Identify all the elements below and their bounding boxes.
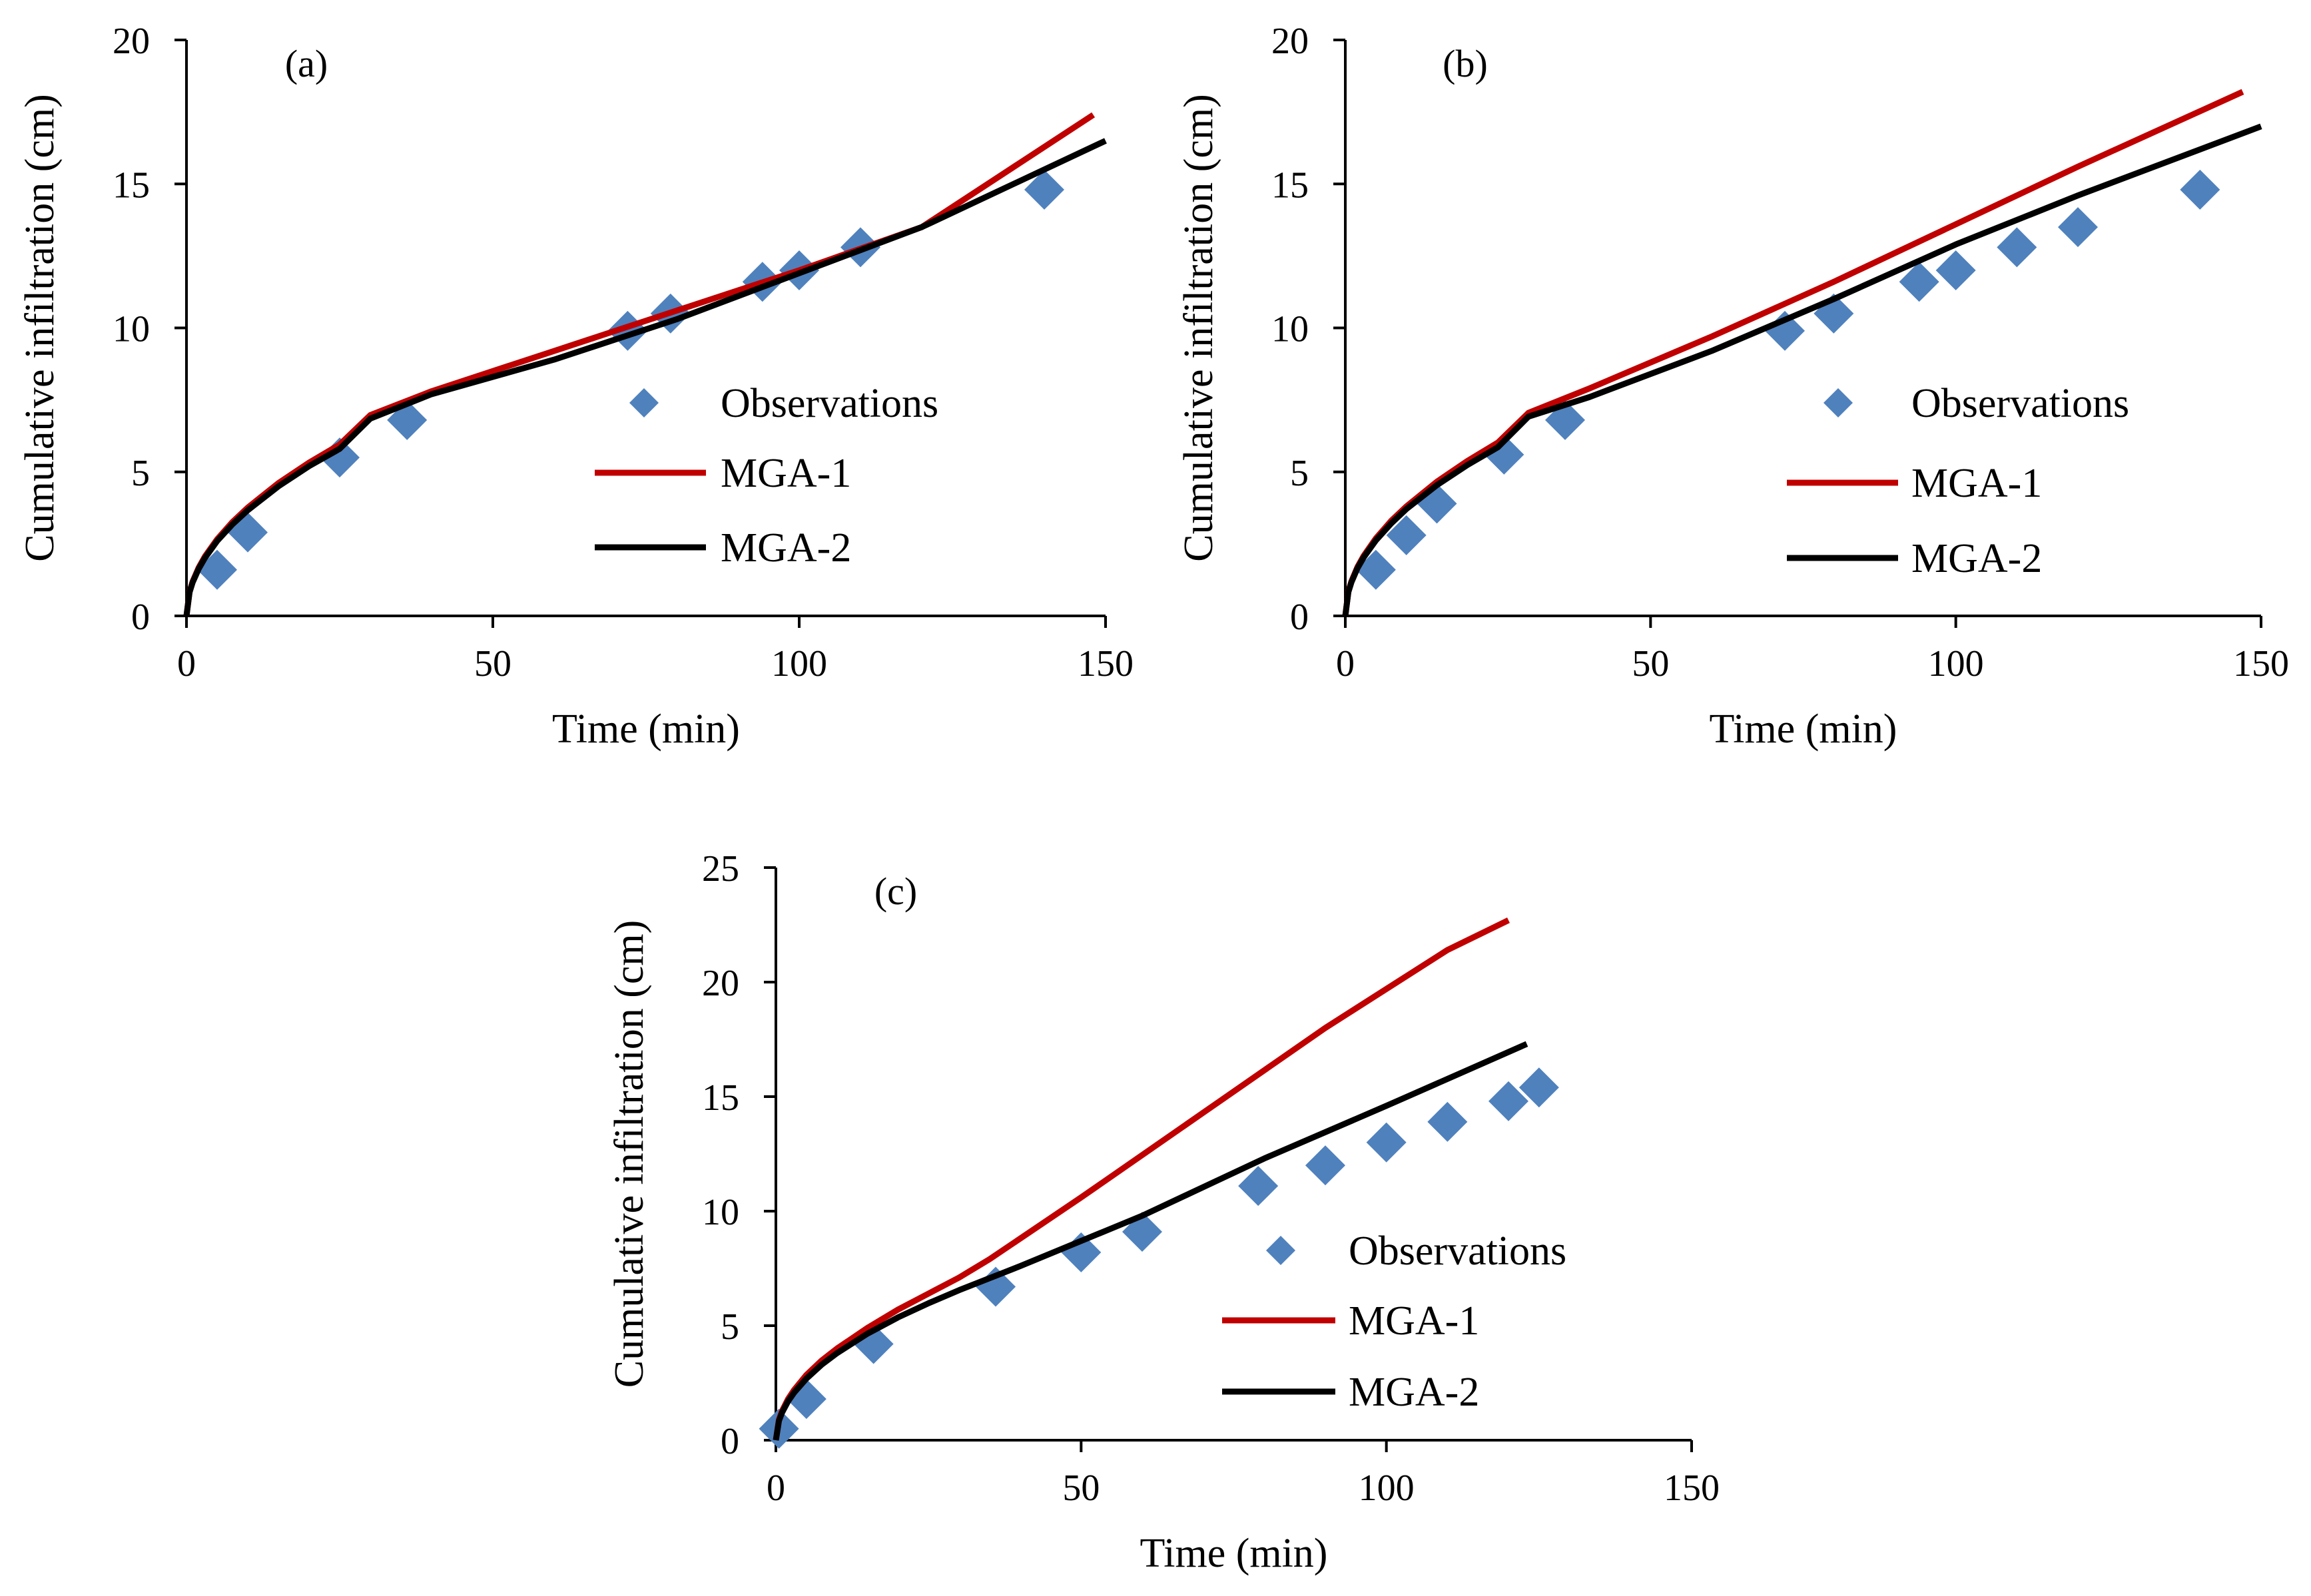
observation-point [1366, 1122, 1407, 1163]
y-tick-label: 25 [702, 848, 739, 890]
y-tick-label: 5 [721, 1306, 739, 1348]
x-tick-label: 0 [177, 643, 196, 684]
observation-point [1238, 1166, 1279, 1206]
x-tick-label: 50 [474, 643, 511, 684]
y-tick-label: 20 [1271, 21, 1309, 62]
x-axis-title: Time (min) [1140, 1531, 1328, 1576]
legend-label: MGA-2 [1911, 536, 2042, 581]
y-tick-label: 15 [113, 164, 150, 206]
observation-point [1024, 169, 1064, 210]
observation-point [1488, 1081, 1528, 1121]
y-tick-label: 5 [131, 453, 150, 494]
x-tick-label: 150 [2233, 643, 2289, 684]
panel-label: (c) [874, 870, 917, 913]
y-tick-label: 10 [113, 309, 150, 350]
y-tick-label: 5 [1290, 453, 1309, 494]
observation-point [2058, 207, 2098, 248]
legend-label: MGA-1 [1911, 461, 2042, 506]
y-axis-title: Cumulative infiltration (cm) [17, 94, 63, 562]
y-tick-label: 15 [1271, 164, 1309, 206]
chart-panel-a: 0 50 100 150 0 5 10 15 20 Time (min) Cumulative in… [17, 21, 1134, 752]
x-tick-label: 100 [1359, 1467, 1415, 1509]
series-line-mga-2 [773, 1041, 1528, 1441]
x-tick-label: 150 [1078, 643, 1134, 684]
y-tick-label: 10 [1271, 309, 1309, 350]
y-tick-label: 15 [702, 1077, 739, 1119]
y-tick-label: 0 [721, 1421, 739, 1462]
legend: Observations MGA-1 MGA-2 [1787, 381, 2129, 581]
observation-point [2180, 169, 2220, 210]
legend-label: MGA-1 [1349, 1298, 1479, 1344]
y-tick-label: 10 [702, 1192, 739, 1233]
observation-point [1997, 227, 2037, 268]
legend-marker-observations [1823, 388, 1853, 417]
series-line-mga-1 [773, 918, 1510, 1441]
y-axis-title: Cumulative infiltration (cm) [1176, 94, 1221, 562]
legend-label: Observations [721, 381, 938, 426]
observation-point [1518, 1067, 1559, 1108]
x-tick-label: 100 [771, 643, 827, 684]
chart-panel-c: 0 50 100 150 0 5 10 15 20 25 Time (min) Cumulative … [607, 848, 1720, 1576]
y-tick-label: 20 [702, 963, 739, 1004]
panel-label: (a) [285, 42, 328, 85]
y-axis-title: Cumulative infiltration (cm) [607, 920, 652, 1388]
observation-point [1355, 549, 1396, 590]
chart-panel-b: 0 50 100 150 0 5 10 15 20 Time (min) Cumulative in… [1176, 21, 2289, 752]
series-line-mga-2 [183, 138, 1107, 617]
panel-label: (b) [1443, 42, 1488, 85]
x-tick-label: 50 [1062, 1467, 1100, 1509]
x-tick-label: 100 [1928, 643, 1984, 684]
x-tick-label: 0 [1336, 643, 1355, 684]
legend-label: Observations [1911, 381, 2129, 426]
x-tick-label: 50 [1632, 643, 1669, 684]
legend: Observations MGA-1 MGA-2 [1222, 1228, 1566, 1415]
legend-label: Observations [1349, 1228, 1566, 1274]
observation-point [1305, 1145, 1345, 1186]
x-axis-title: Time (min) [1710, 706, 1897, 752]
legend-label: MGA-2 [1349, 1370, 1479, 1415]
observation-point [1765, 310, 1805, 351]
observation-point [1899, 262, 1939, 302]
series-line-mga-2 [1342, 123, 2262, 617]
y-tick-label: 0 [131, 597, 150, 638]
observation-point [1427, 1101, 1468, 1142]
x-tick-label: 0 [767, 1467, 785, 1509]
y-tick-label: 0 [1290, 597, 1309, 638]
observation-point [1935, 250, 1976, 290]
x-axis-title: Time (min) [552, 706, 740, 752]
legend-label: MGA-1 [721, 451, 851, 496]
legend: Observations MGA-1 MGA-2 [595, 381, 938, 571]
legend-marker-observations [629, 388, 659, 417]
y-tick-label: 20 [113, 21, 150, 62]
legend-marker-observations [1266, 1236, 1295, 1265]
legend-label: MGA-2 [721, 525, 851, 571]
x-tick-label: 150 [1664, 1467, 1720, 1509]
series-line-mga-1 [183, 112, 1096, 617]
observation-point [1386, 515, 1427, 555]
series-line-mga-1 [1342, 89, 2244, 617]
